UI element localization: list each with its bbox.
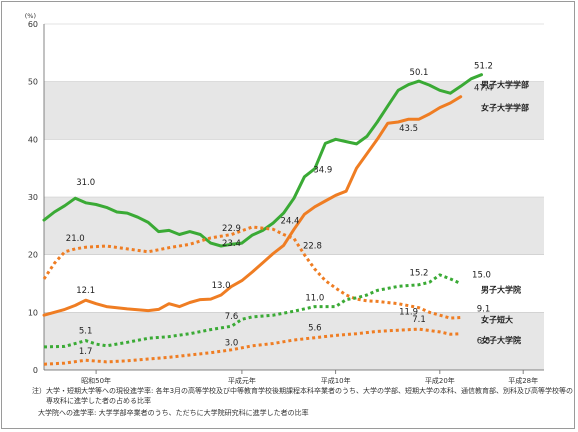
data-label: 21.0 xyxy=(66,234,85,244)
data-label: 50.1 xyxy=(410,68,429,78)
y-tick-label: 20 xyxy=(28,251,38,260)
y-tick-label: 40 xyxy=(28,135,38,144)
grid-band xyxy=(44,81,544,140)
series-line xyxy=(42,225,461,320)
data-label: 15.0 xyxy=(472,271,491,281)
y-tick-label: 60 xyxy=(28,20,38,29)
x-tick-label: 平成28年 xyxy=(508,376,538,385)
data-label: 23.4 xyxy=(222,239,241,249)
data-label: 22.8 xyxy=(303,242,322,252)
grid-band xyxy=(44,312,544,370)
series-line xyxy=(42,73,483,248)
grid-band xyxy=(44,197,544,255)
x-tick-label: 平成10年 xyxy=(321,376,351,385)
data-label: 11.0 xyxy=(305,294,324,304)
x-tick-label: 昭和50年 xyxy=(81,376,111,385)
data-label: 13.0 xyxy=(212,281,231,291)
series-label: 男子大学学部 xyxy=(481,80,529,90)
y-tick-label: 0 xyxy=(33,366,38,375)
data-label: 15.2 xyxy=(410,268,429,278)
data-label: 22.9 xyxy=(222,224,241,234)
data-label: 51.2 xyxy=(474,62,493,72)
data-label: 43.5 xyxy=(399,124,418,134)
series-line xyxy=(43,273,462,349)
footnote-line-3: 大学院への進学率: 大学学部卒業者のうち、ただちに大学院研究科に進学した者の比率 xyxy=(38,409,309,417)
x-tick-label: 平成元年 xyxy=(228,376,256,385)
series-line xyxy=(43,327,461,366)
series-line xyxy=(42,95,463,317)
data-label: 47.4 xyxy=(474,84,493,94)
data-label: 34.9 xyxy=(313,166,332,176)
data-label: 7.6 xyxy=(225,312,239,322)
data-label: 5.1 xyxy=(79,327,93,337)
data-label: 9.1 xyxy=(477,305,491,315)
series-label: 女子大学学部 xyxy=(481,103,529,113)
series-label: 女子短大 xyxy=(481,314,513,324)
y-tick-label: 50 xyxy=(28,78,38,87)
footnote-line-2: 専攻科に進学した者の占める比率 xyxy=(46,397,151,405)
data-label: 1.7 xyxy=(79,347,93,357)
series-label: 男子大学院 xyxy=(481,284,521,294)
y-tick-label: 30 xyxy=(28,193,38,202)
y-unit-label: (%) xyxy=(25,12,36,20)
x-tick-label: 平成20年 xyxy=(425,376,455,385)
data-label: 11.9 xyxy=(399,307,418,317)
footnote-line-1: 注）大学・短期大学等への現役進学率: 各年3月の高等学校及び中等教育学校後期課程… xyxy=(32,387,574,395)
y-tick-label: 10 xyxy=(28,308,38,317)
data-label: 5.6 xyxy=(308,324,322,334)
data-label: 24.4 xyxy=(281,216,300,226)
data-label: 7.1 xyxy=(412,315,426,325)
data-label: 12.1 xyxy=(76,286,95,296)
data-label: 3.0 xyxy=(225,339,239,349)
data-label: 31.0 xyxy=(76,178,95,188)
data-label: 6.3 xyxy=(477,337,491,347)
series-label: 女子大学院 xyxy=(481,335,521,345)
